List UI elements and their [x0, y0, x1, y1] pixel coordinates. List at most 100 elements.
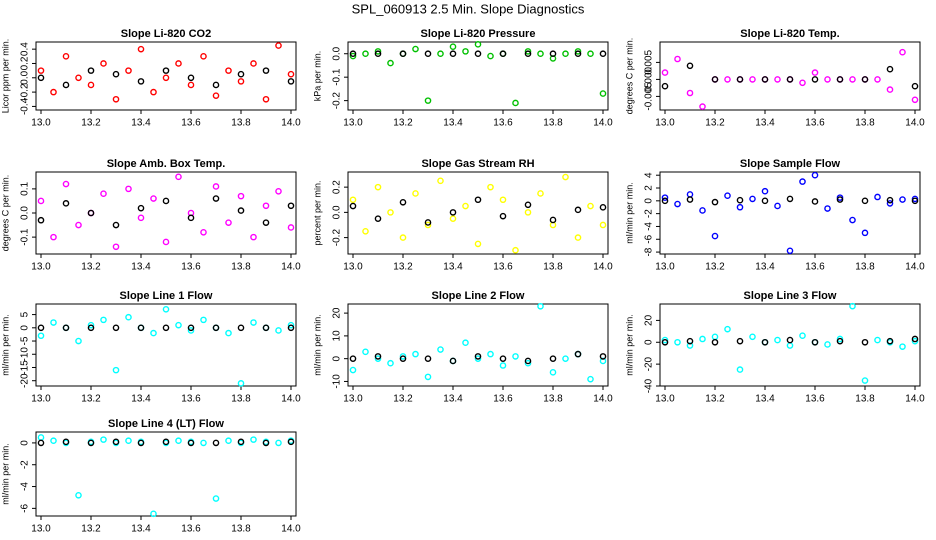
- point: [699, 207, 706, 214]
- x-tick-label: 14.0: [593, 262, 613, 273]
- point: [499, 212, 507, 220]
- x-tick-label: 13.0: [655, 118, 675, 129]
- point: [686, 337, 694, 345]
- point: [112, 95, 120, 103]
- point: [786, 342, 794, 349]
- point: [225, 67, 232, 74]
- point: [599, 90, 607, 97]
- point: [374, 353, 382, 360]
- point: [699, 335, 706, 343]
- panel-title: Slope Li-820 Temp.: [740, 28, 839, 40]
- point: [524, 357, 532, 365]
- point: [112, 438, 120, 446]
- x-tick-label: 13.6: [805, 118, 825, 129]
- point: [587, 50, 594, 58]
- point: [512, 246, 519, 254]
- point: [736, 196, 744, 204]
- y-tick-label: -2: [20, 460, 31, 469]
- point: [75, 491, 82, 499]
- point: [736, 76, 744, 83]
- point: [474, 41, 482, 48]
- point: [836, 76, 844, 83]
- x-tick-label: 14.0: [593, 394, 613, 405]
- x-tick-label: 13.6: [181, 262, 201, 273]
- point: [724, 76, 731, 83]
- point: [774, 202, 781, 210]
- point: [237, 324, 245, 332]
- point: [874, 193, 881, 201]
- point: [237, 380, 245, 387]
- point: [474, 353, 482, 360]
- point: [836, 337, 844, 345]
- point: [399, 234, 407, 241]
- point: [749, 333, 756, 341]
- x-tick-label: 13.0: [31, 262, 51, 273]
- y-tick-label: -4: [20, 482, 31, 491]
- point: [262, 95, 270, 103]
- point: [524, 359, 532, 367]
- y-tick-label: 0.4: [20, 42, 31, 56]
- point: [287, 70, 295, 78]
- point: [275, 187, 282, 195]
- point: [387, 359, 394, 367]
- point: [499, 355, 507, 362]
- point: [125, 185, 132, 193]
- point: [349, 52, 357, 60]
- point: [187, 74, 195, 82]
- x-tick-label: 13.0: [655, 262, 675, 273]
- point: [200, 439, 207, 447]
- point: [349, 196, 357, 204]
- point: [399, 198, 407, 206]
- point: [362, 348, 369, 356]
- point: [537, 50, 544, 58]
- point: [499, 362, 507, 369]
- x-tick-label: 13.6: [181, 524, 201, 535]
- point: [724, 325, 731, 333]
- point: [287, 78, 295, 85]
- point: [399, 50, 407, 58]
- point: [437, 177, 444, 185]
- point: [761, 76, 769, 83]
- point: [75, 221, 82, 229]
- y-tick-label: 0: [332, 355, 343, 361]
- point: [462, 339, 469, 347]
- point: [736, 337, 744, 345]
- point: [824, 341, 831, 348]
- point: [175, 173, 182, 181]
- x-tick-label: 13.4: [443, 394, 463, 405]
- point: [774, 76, 781, 83]
- point: [37, 439, 45, 447]
- point: [162, 67, 170, 74]
- point: [786, 195, 794, 203]
- point: [275, 327, 282, 334]
- plot-frame: [35, 431, 297, 517]
- x-tick-label: 13.6: [493, 262, 513, 273]
- y-tick-label: -4: [644, 222, 655, 231]
- point: [362, 50, 369, 58]
- plot-frame: [659, 171, 921, 255]
- point: [62, 180, 70, 188]
- point: [87, 81, 95, 89]
- point: [574, 206, 582, 214]
- point: [499, 196, 507, 204]
- point: [537, 302, 544, 310]
- point: [749, 76, 756, 83]
- point: [674, 200, 681, 208]
- point: [674, 55, 681, 63]
- x-tick-label: 13.2: [393, 118, 413, 129]
- point: [736, 366, 744, 373]
- point: [761, 187, 769, 195]
- point: [262, 67, 270, 74]
- y-tick-label: -0.2: [20, 83, 31, 101]
- y-axis-label: degrees C per min.: [624, 38, 634, 115]
- y-axis-label: ml/min per min.: [624, 314, 634, 376]
- x-tick-label: 13.2: [81, 118, 101, 129]
- y-tick-label: -15: [20, 360, 31, 375]
- y-tick-label: -0.1: [20, 228, 31, 246]
- point: [861, 377, 869, 384]
- point: [200, 228, 207, 236]
- x-tick-label: 13.4: [131, 118, 151, 129]
- plot-frame: [347, 41, 609, 111]
- y-tick-label: 20: [644, 314, 655, 326]
